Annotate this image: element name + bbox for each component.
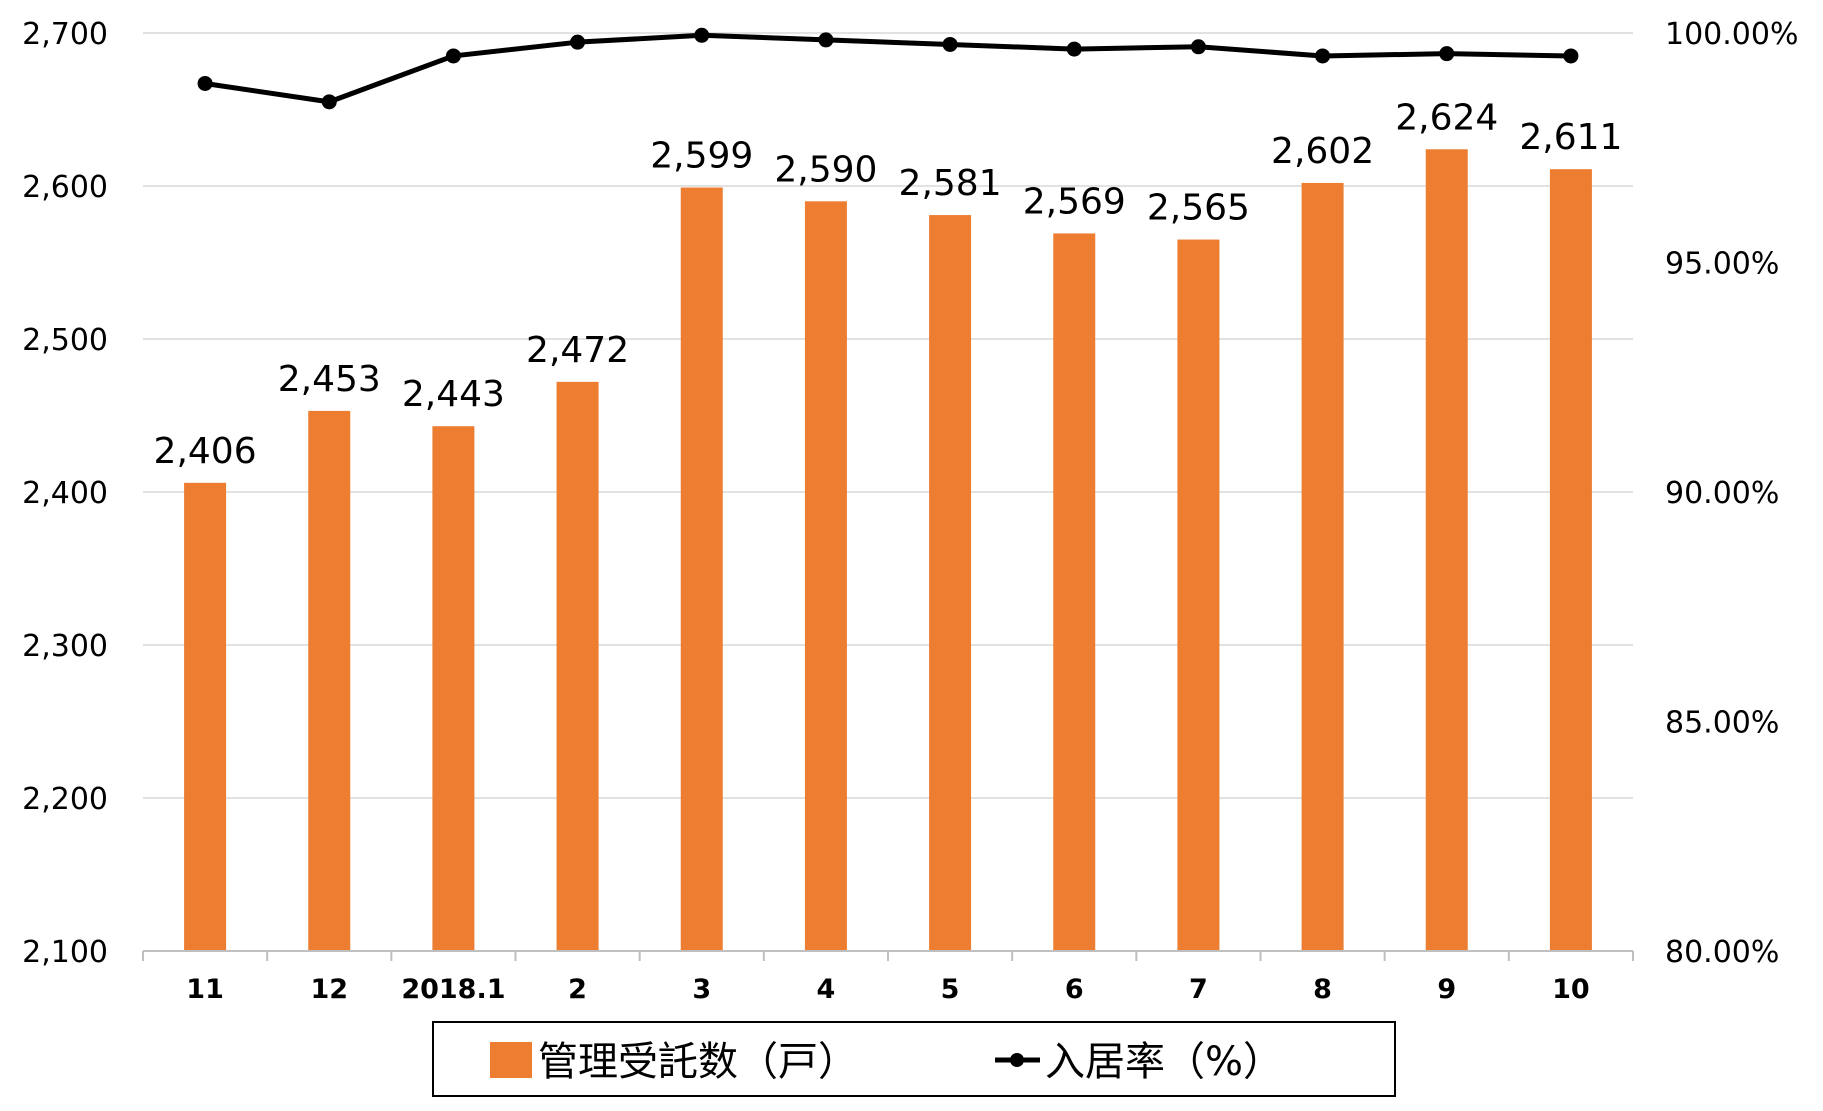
- bar-data-label: 2,569: [1023, 181, 1126, 222]
- x-axis: 11 12 2018.1 2 3 4 5 6 7 8 9 10: [142, 950, 1634, 1005]
- bar-data-label: 2,581: [899, 163, 1002, 204]
- x-tick-label: 4: [817, 974, 836, 1005]
- line-point: [321, 94, 337, 110]
- x-tick-label: 6: [1065, 974, 1084, 1005]
- x-tick-label: 2: [568, 974, 587, 1005]
- line-point: [197, 75, 213, 91]
- bar-data-label: 2,624: [1395, 97, 1498, 138]
- bar-data-label: 2,406: [154, 431, 257, 472]
- bar: [1549, 169, 1592, 952]
- left-tick-label: 2,300: [22, 629, 108, 664]
- right-tick-label: 85.00%: [1665, 706, 1779, 741]
- bar: [184, 482, 227, 951]
- right-y-axis: 80.00% 85.00% 90.00% 95.00% 100.00%: [1665, 17, 1798, 970]
- left-tick-label: 2,200: [22, 782, 108, 817]
- gridlines: [143, 32, 1633, 799]
- legend-swatch-marker: [1010, 1053, 1024, 1067]
- line-point: [694, 27, 710, 43]
- line-point: [1066, 41, 1082, 57]
- line-point: [445, 48, 461, 64]
- right-tick-label: 95.00%: [1665, 247, 1779, 282]
- line-path: [204, 32, 1571, 105]
- line-point: [1315, 48, 1331, 64]
- bar: [804, 201, 847, 952]
- left-tick-label: 2,500: [22, 323, 108, 358]
- line-point: [818, 32, 834, 48]
- line-point: [1439, 46, 1455, 62]
- bar-data-label: 2,565: [1147, 188, 1250, 229]
- legend-swatch-bar: [490, 1042, 532, 1078]
- bar: [556, 381, 599, 952]
- left-tick-label: 2,400: [22, 476, 108, 511]
- line-series: [197, 27, 1579, 110]
- bar: [1425, 149, 1468, 951]
- bar: [308, 410, 351, 951]
- bar: [680, 187, 723, 951]
- line-point: [1190, 39, 1206, 55]
- x-tick-label: 12: [310, 974, 348, 1005]
- left-y-axis: 2,100 2,200 2,300 2,400 2,500 2,600 2,700: [22, 17, 108, 970]
- bar: [1177, 239, 1220, 952]
- x-tick-label: 11: [186, 974, 224, 1005]
- line-point: [942, 36, 958, 52]
- bar: [432, 426, 475, 952]
- left-tick-label: 2,700: [22, 17, 108, 52]
- bar-data-label: 2,602: [1271, 131, 1374, 172]
- line-point: [1563, 48, 1579, 64]
- x-tick-label: 7: [1189, 974, 1208, 1005]
- x-tick-label: 3: [692, 974, 711, 1005]
- bar-data-label: 2,472: [526, 330, 629, 371]
- x-tick-label: 8: [1313, 974, 1332, 1005]
- line-point: [570, 34, 586, 50]
- legend-label-bar: 管理受託数（戸）: [538, 1039, 858, 1085]
- bar-data-label: 2,443: [402, 374, 505, 415]
- bar-data-label: 2,599: [650, 136, 753, 177]
- right-tick-label: 80.00%: [1665, 935, 1779, 970]
- bar-series: [184, 149, 1592, 952]
- bar-data-labels: 2,406 2,453 2,443 2,472 2,599 2,590 2,581 2,569…: [154, 97, 1623, 472]
- legend-label-line: 入居率（%）: [1045, 1039, 1283, 1085]
- x-tick-label: 2018.1: [401, 974, 505, 1005]
- left-tick-label: 2,600: [22, 170, 108, 205]
- bar-data-label: 2,611: [1519, 117, 1622, 158]
- right-tick-label: 100.00%: [1665, 17, 1798, 52]
- legend: 管理受託数（戸） 入居率（%）: [432, 1021, 1396, 1097]
- right-tick-label: 90.00%: [1665, 476, 1779, 511]
- bar: [929, 215, 972, 951]
- bar-data-label: 2,590: [774, 149, 877, 190]
- bar-data-label: 2,453: [278, 359, 381, 400]
- legend-box: [432, 1021, 1396, 1097]
- bar: [1053, 233, 1096, 951]
- x-tick-label: 5: [941, 974, 960, 1005]
- x-tick-label: 9: [1437, 974, 1456, 1005]
- x-tick-label: 10: [1552, 974, 1590, 1005]
- bar: [1301, 182, 1344, 951]
- left-tick-label: 2,100: [22, 935, 108, 970]
